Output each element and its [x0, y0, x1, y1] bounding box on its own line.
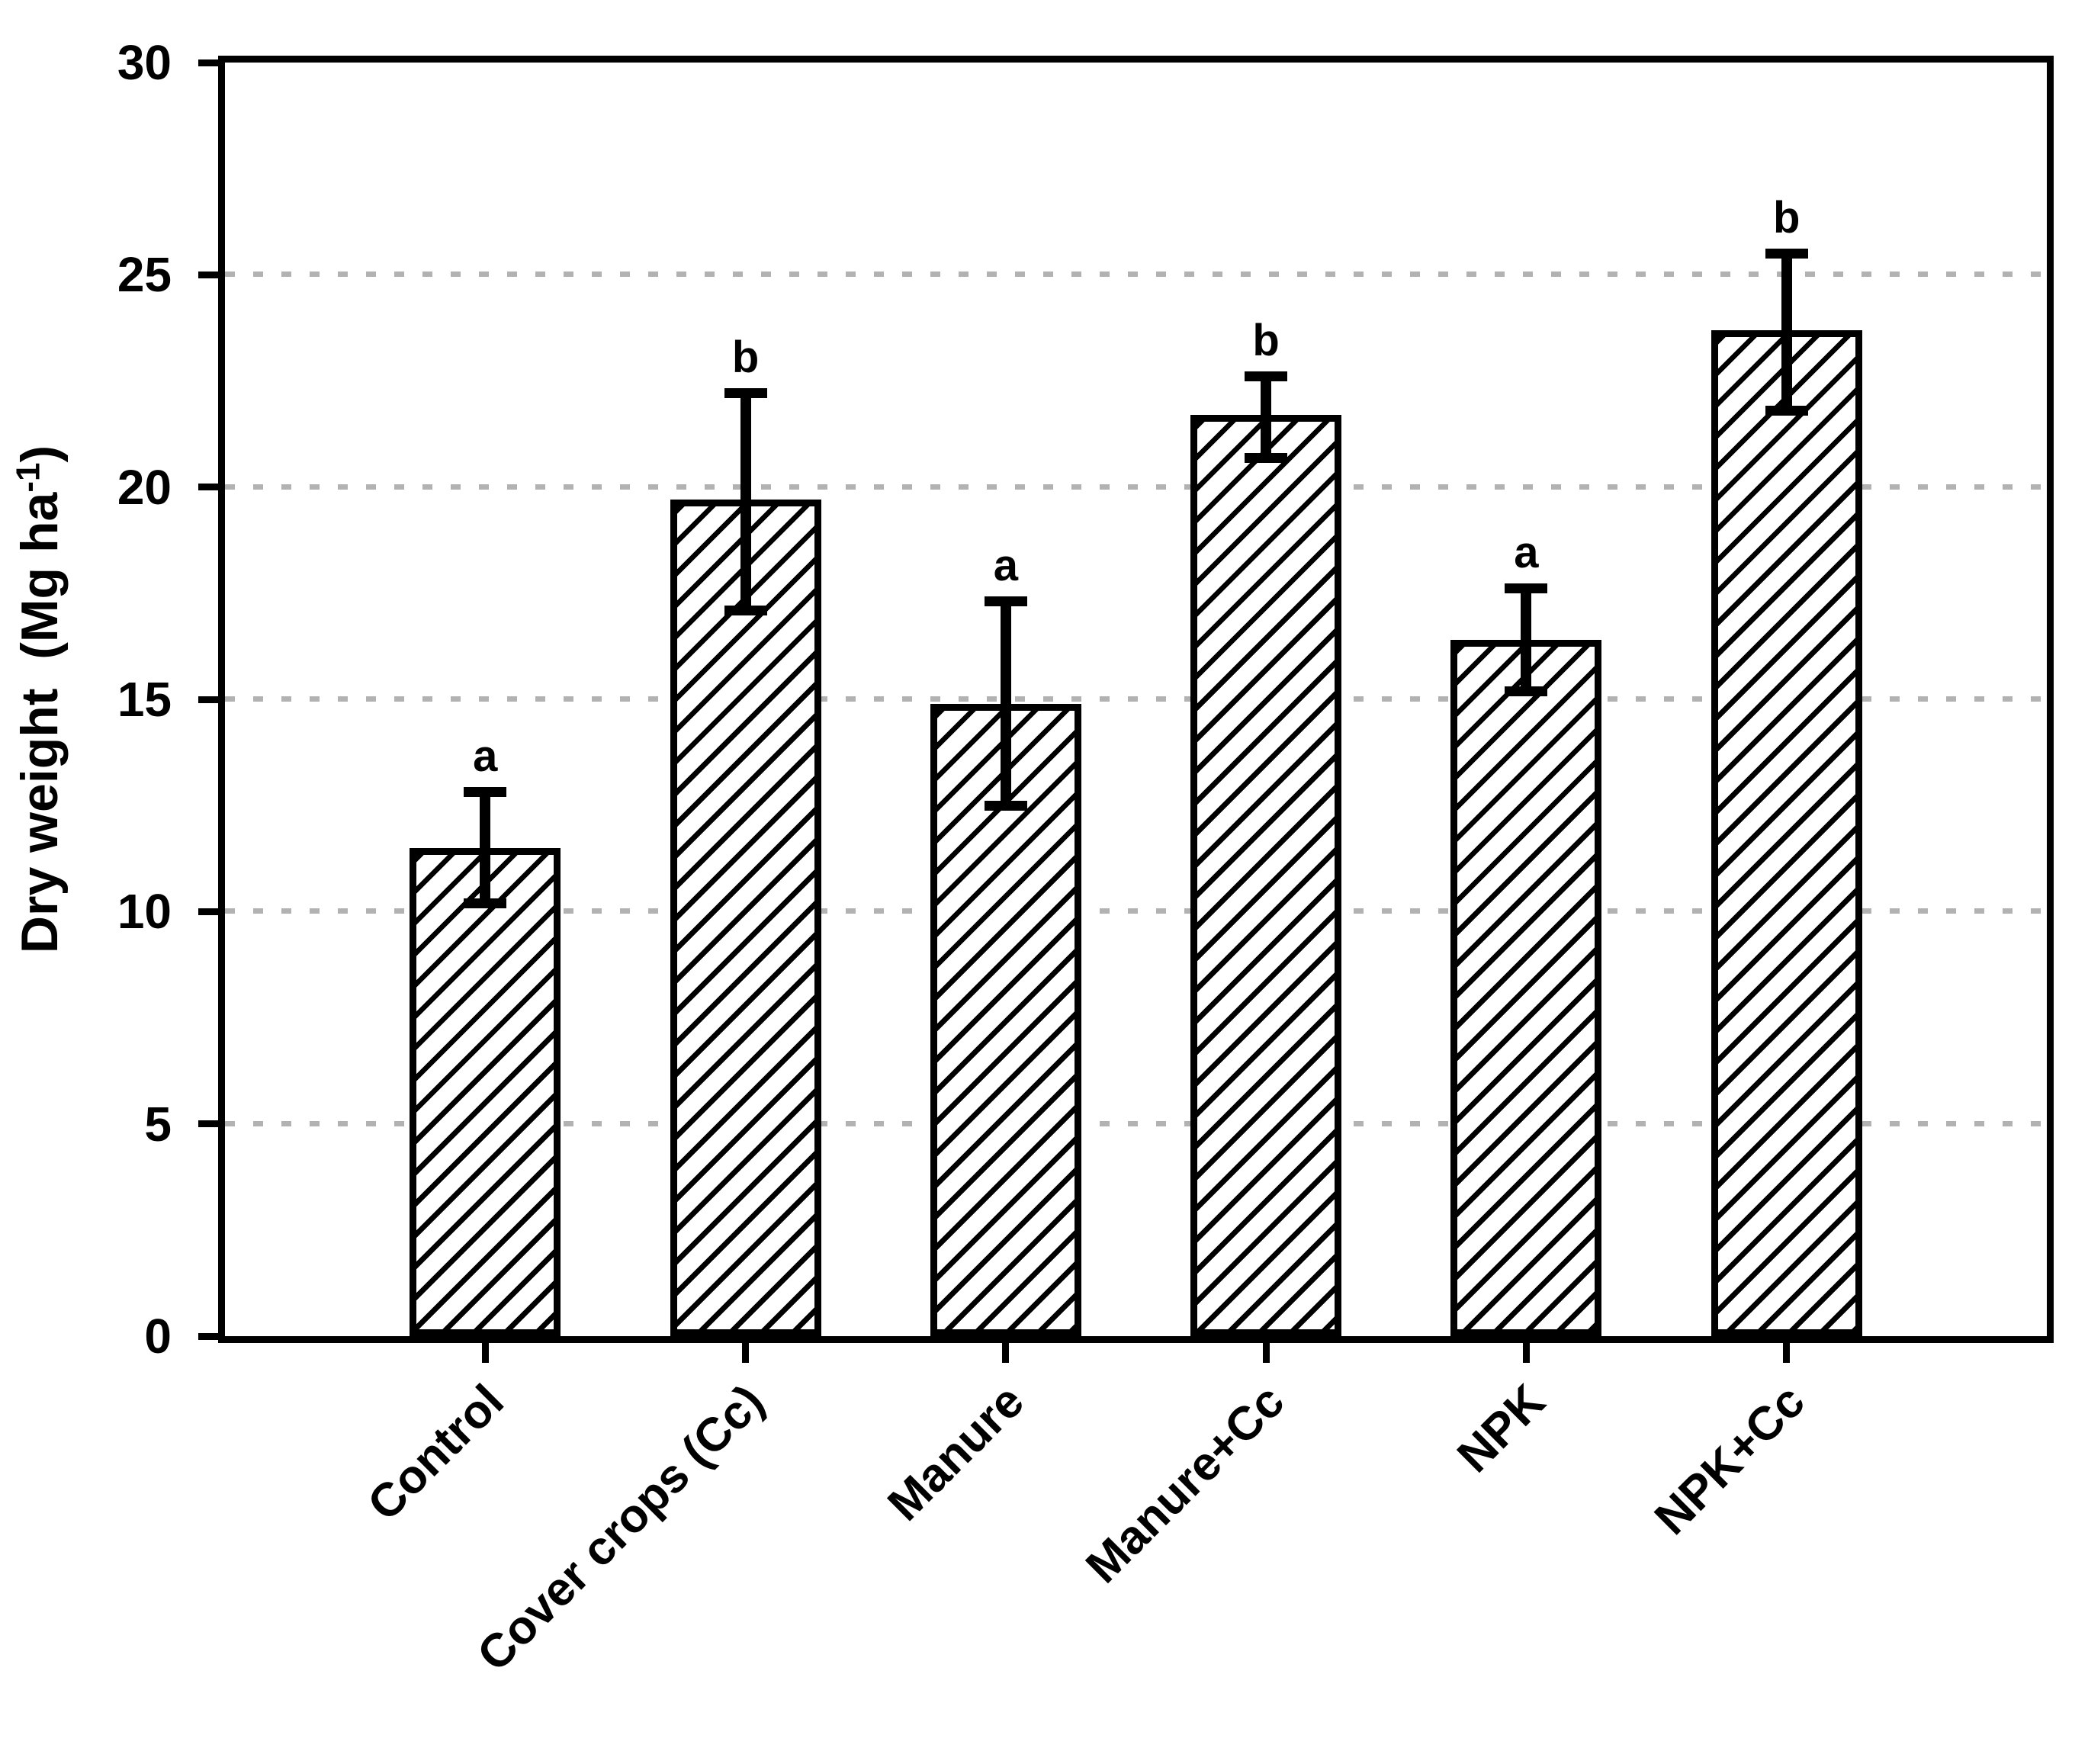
y-tick-label-5: 5	[144, 1096, 172, 1152]
x-tick-label: Manure	[878, 1374, 1035, 1531]
x-tick-5	[1522, 1336, 1530, 1363]
error-bar-cap-bottom	[724, 606, 767, 616]
y-axis-title: Dry weight (Mg ha-1)	[5, 0, 74, 1615]
y-tick-label-0: 0	[144, 1309, 172, 1364]
error-bar-line	[1521, 589, 1532, 691]
bar-npk-cc	[1711, 329, 1862, 1336]
error-bar-cap-top	[984, 596, 1027, 606]
y-tick-30	[198, 59, 218, 66]
x-tick-6	[1783, 1336, 1791, 1363]
plot-area: 0 5 10 15 20 25 30 a Control b Cover crops (Cc) a Ma…	[117, 36, 2054, 1682]
y-tick-25	[198, 271, 218, 278]
y-tick-0	[198, 1332, 218, 1340]
y-tick-10	[198, 908, 218, 915]
gridline-y20	[225, 484, 2047, 490]
error-bar-line	[1781, 253, 1792, 411]
x-tick-label: Control	[358, 1374, 514, 1531]
sig-letter: b	[1772, 192, 1800, 243]
x-tick-label: NPK+Cc	[1645, 1374, 1816, 1545]
x-tick-4	[1262, 1336, 1270, 1363]
error-bar-cap-top	[1765, 248, 1808, 259]
y-tick-label-30: 30	[117, 35, 172, 90]
bar-control	[410, 847, 561, 1336]
y-tick-label-15: 15	[117, 672, 172, 727]
gridline-y15	[225, 696, 2047, 702]
error-bar-line	[480, 792, 491, 904]
gridline-y5	[225, 1120, 2047, 1126]
x-tick-1	[481, 1336, 489, 1363]
y-tick-20	[198, 484, 218, 491]
error-bar-line	[1000, 601, 1011, 806]
gridline-y25	[225, 272, 2047, 278]
sig-letter: b	[731, 333, 760, 383]
error-bar-cap-top	[1245, 371, 1288, 381]
y-tick-5	[198, 1120, 218, 1128]
error-bar-cap-top	[464, 787, 507, 798]
y-tick-label-25: 25	[117, 247, 172, 303]
bar-cover-crops-cc-	[670, 500, 821, 1336]
error-bar-cap-bottom	[1765, 406, 1808, 416]
gridline-y10	[225, 908, 2047, 914]
error-bar-cap-bottom	[1505, 686, 1548, 696]
error-bar-line	[740, 394, 751, 611]
x-tick-label: NPK	[1447, 1374, 1555, 1483]
y-tick-label-20: 20	[117, 459, 172, 515]
x-tick-label: Cover crops (Cc)	[467, 1374, 775, 1682]
x-tick-label: Manure+Cc	[1076, 1374, 1295, 1594]
sig-letter: a	[993, 540, 1018, 590]
sig-letter: a	[1514, 528, 1539, 578]
error-bar-cap-top	[1505, 583, 1548, 594]
error-bar-cap-bottom	[464, 898, 507, 909]
error-bar-cap-bottom	[984, 801, 1027, 811]
error-bar-cap-top	[724, 388, 767, 399]
error-bar-line	[1261, 376, 1272, 458]
sig-letter: b	[1252, 315, 1280, 365]
error-bar-cap-bottom	[1245, 452, 1288, 463]
sig-letter: a	[473, 731, 498, 782]
bar-manure-cc	[1190, 415, 1342, 1336]
x-tick-2	[742, 1336, 750, 1363]
bar-npk	[1450, 640, 1602, 1336]
y-tick-15	[198, 696, 218, 703]
y-tick-label-10: 10	[117, 884, 172, 940]
x-tick-3	[1002, 1336, 1010, 1363]
